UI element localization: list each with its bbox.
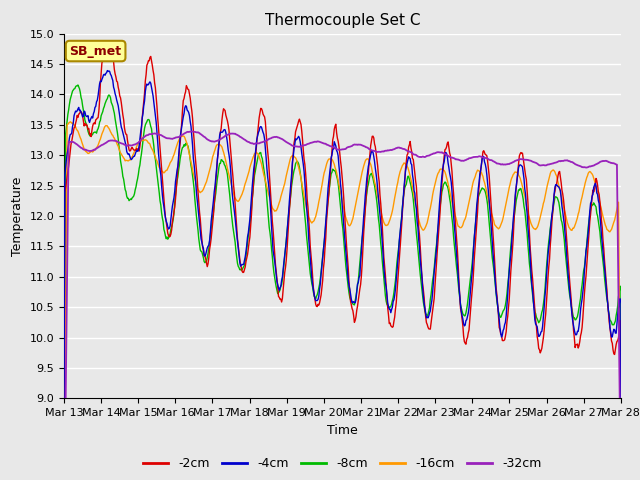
Title: Thermocouple Set C: Thermocouple Set C (265, 13, 420, 28)
Y-axis label: Temperature: Temperature (11, 176, 24, 256)
Legend: -2cm, -4cm, -8cm, -16cm, -32cm: -2cm, -4cm, -8cm, -16cm, -32cm (138, 452, 547, 475)
Text: SB_met: SB_met (70, 45, 122, 58)
X-axis label: Time: Time (327, 424, 358, 437)
